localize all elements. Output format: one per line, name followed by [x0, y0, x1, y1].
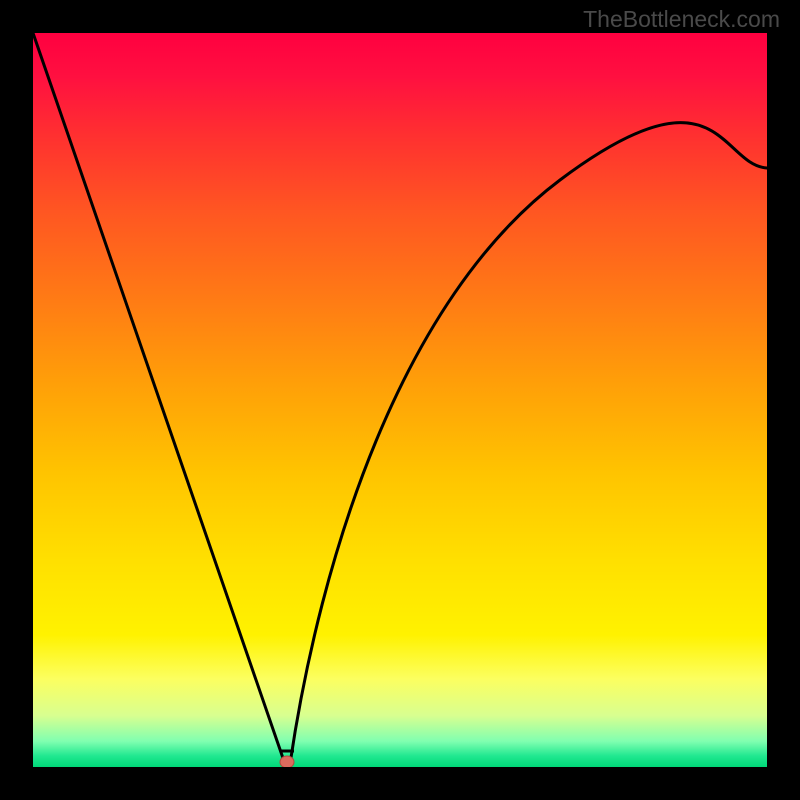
watermark-text: TheBottleneck.com [583, 6, 780, 33]
chart-stage: TheBottleneck.com [0, 0, 800, 800]
plot-area [33, 33, 767, 767]
chart-svg [0, 0, 800, 800]
minimum-marker [280, 756, 294, 768]
